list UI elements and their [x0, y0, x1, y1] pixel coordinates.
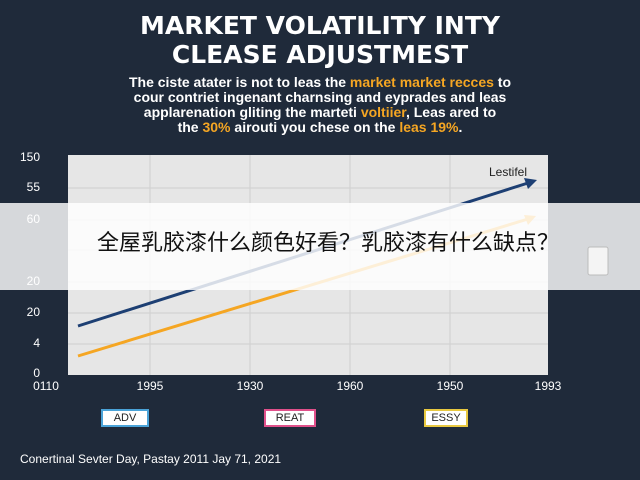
- text: the: [178, 119, 203, 135]
- y-label: 55: [27, 180, 41, 194]
- text: , Leas ared to: [406, 104, 496, 120]
- x-label: 0110: [33, 379, 59, 393]
- legend-box: [101, 409, 149, 427]
- text: airouti you chese on the: [231, 119, 400, 135]
- legend-label: ESSY: [431, 412, 461, 424]
- y-label: 150: [20, 150, 40, 164]
- side-tag: [587, 246, 609, 276]
- x-label: 1930: [237, 379, 264, 393]
- x-label: 1993: [535, 379, 562, 393]
- x-label: 1995: [137, 379, 164, 393]
- highlight: 30%: [202, 119, 231, 135]
- banner: [0, 203, 640, 290]
- text: applarenation gliting the marteti: [144, 104, 361, 120]
- legend-box: [264, 409, 316, 427]
- paragraph-line: The ciste atater is not to leas the mark…: [129, 74, 511, 90]
- legend-box: [424, 409, 468, 427]
- annotation: Lestifel: [489, 165, 527, 179]
- y-label: 0: [33, 366, 40, 380]
- title-line: MARKET VOLATILITY INTY: [140, 11, 501, 40]
- text: .: [459, 119, 463, 135]
- footer: Conertinal Sevter Day, Pastay 2011 Jay 7…: [20, 452, 281, 466]
- arrow-head: [524, 178, 537, 189]
- highlight: voltiier: [361, 104, 407, 120]
- paragraph-line: applarenation gliting the marteti voltii…: [144, 104, 496, 120]
- legend-label: REAT: [276, 412, 305, 424]
- text: to: [494, 74, 511, 90]
- title-line: CLEASE ADJUSTMEST: [172, 40, 468, 69]
- y-label: 20: [27, 305, 41, 319]
- banner-text: 全屋乳胶漆什么颜色好看？乳胶漆有什么缺点？: [97, 231, 559, 256]
- paragraph-line: the 30% airouti you chese on the leas 19…: [178, 119, 463, 135]
- text: The ciste atater is not to leas the: [129, 74, 350, 90]
- x-label: 1950: [437, 379, 464, 393]
- legend-label: ADV: [114, 412, 137, 424]
- paragraph-line: cour contriet ingenant charnsing and eyp…: [134, 89, 507, 105]
- x-label: 1960: [337, 379, 364, 393]
- highlight: leas 19%: [399, 119, 459, 135]
- highlight: market market recces: [350, 74, 494, 90]
- y-label: 4: [33, 336, 40, 350]
- text: cour contriet ingenant charnsing and eyp…: [134, 89, 507, 105]
